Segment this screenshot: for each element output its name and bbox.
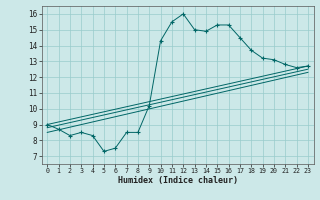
X-axis label: Humidex (Indice chaleur): Humidex (Indice chaleur) (118, 176, 237, 185)
